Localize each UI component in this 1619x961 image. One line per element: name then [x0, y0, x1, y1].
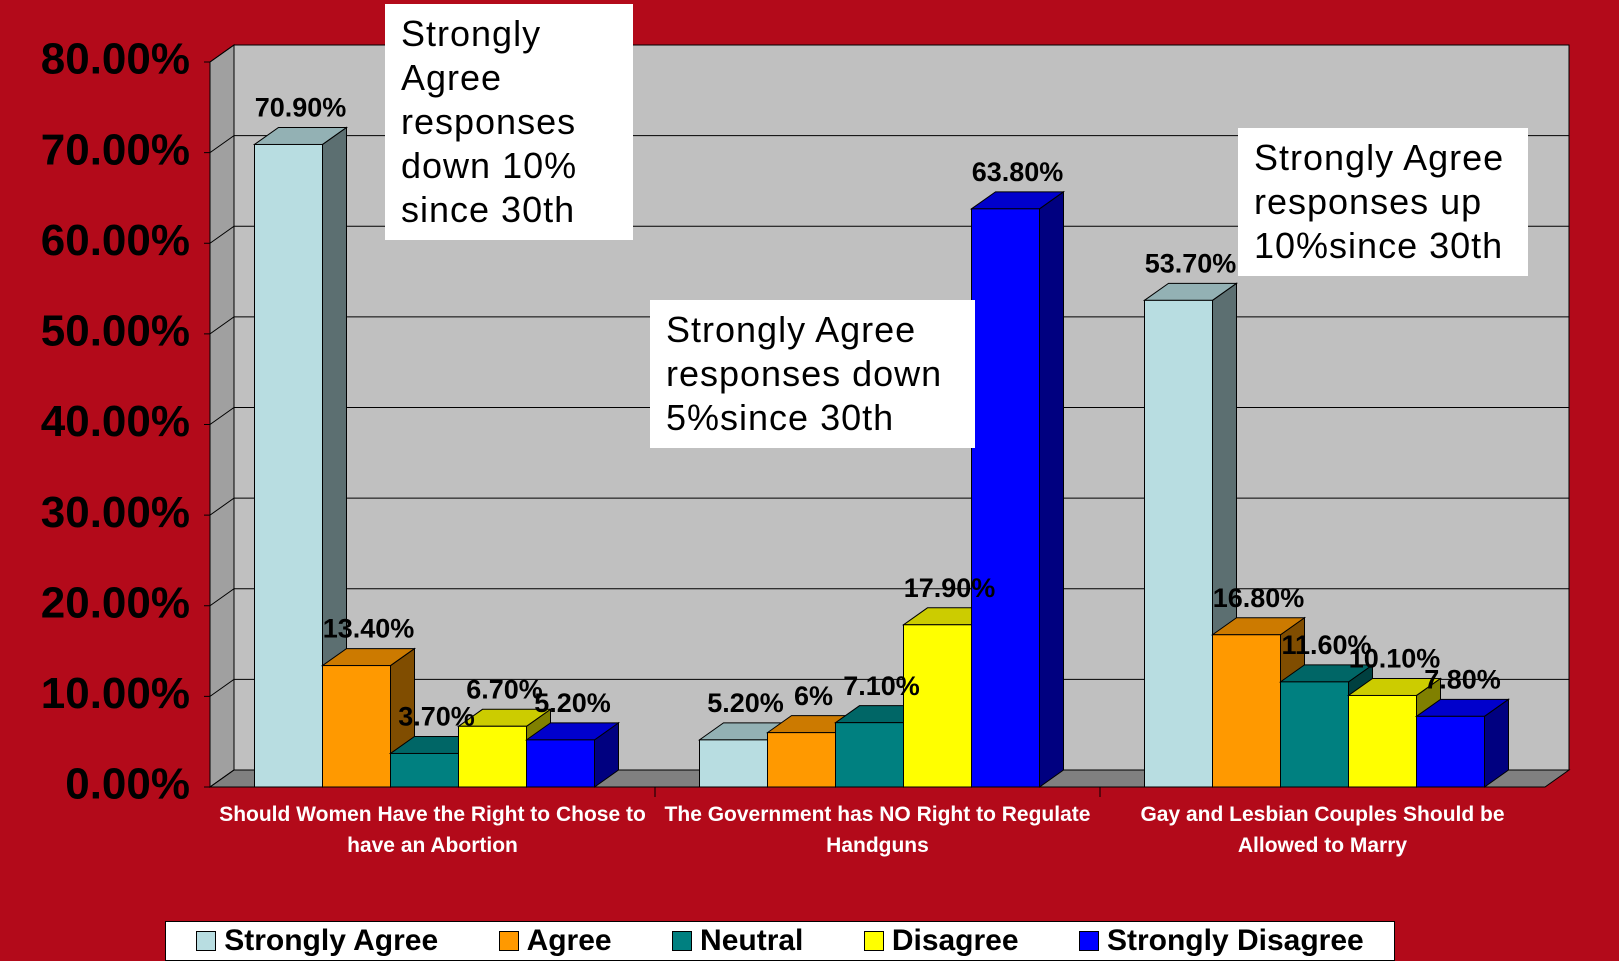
data-label: 7.80%	[1424, 664, 1501, 694]
bar	[1280, 681, 1349, 788]
bar	[458, 725, 527, 788]
grid-line	[209, 316, 1569, 335]
legend-swatch	[196, 931, 217, 951]
grid-line	[209, 135, 1569, 154]
data-label: 16.80%	[1213, 583, 1305, 613]
y-tick-label: 20.00%	[41, 578, 190, 627]
legend-label: Strongly Agree	[224, 924, 439, 957]
legend-swatch	[672, 931, 693, 951]
y-tick-label: 40.00%	[41, 397, 190, 446]
bar	[1144, 299, 1213, 788]
data-label: 3.70%	[398, 702, 475, 732]
x-tick-label: Gay and Lesbian Couples Should be Allowe…	[1140, 803, 1505, 857]
y-tick-label: 50.00%	[41, 307, 190, 356]
data-label: 11.60%	[1281, 630, 1371, 660]
bar	[767, 732, 836, 788]
bar	[903, 624, 972, 788]
bar	[835, 722, 904, 788]
legend: Strongly Agree Agree Neutral Disagree Strong…	[165, 921, 1395, 961]
bar	[390, 752, 459, 788]
data-label: 63.80%	[972, 157, 1064, 187]
bar	[699, 739, 768, 788]
data-label: 13.40%	[323, 614, 415, 644]
grid-line	[209, 44, 1569, 63]
grid-line	[209, 407, 1569, 425]
legend-label: Agree	[526, 924, 612, 957]
legend-label: Disagree	[891, 924, 1019, 957]
annotation: Strongly Agree responses up 10%since 30t…	[1238, 128, 1528, 276]
x-tick-label: The Government has NO Right to Regulate …	[664, 803, 1091, 857]
legend-swatch	[1078, 931, 1099, 951]
grid-line	[209, 588, 1569, 607]
grid-line	[209, 678, 1569, 697]
data-label: 70.90%	[255, 93, 347, 123]
grid-line	[209, 769, 1569, 788]
grid-line	[209, 225, 1569, 244]
data-label: 17.90%	[904, 573, 996, 603]
legend-swatch	[863, 931, 884, 951]
legend-item: Strongly Agree	[196, 924, 438, 958]
legend-item: Strongly Disagree	[1078, 924, 1364, 958]
y-tick-label: 80.00%	[41, 35, 190, 84]
bar	[1416, 715, 1485, 788]
legend-label: Strongly Disagree	[1106, 924, 1364, 957]
data-label: 53.70%	[1145, 248, 1237, 278]
legend-label: Neutral	[700, 924, 804, 957]
data-label: 5.20%	[534, 688, 611, 718]
annotation: Strongly Agree responses down 10% since …	[385, 4, 633, 240]
bar	[322, 665, 391, 788]
data-label: 6%	[794, 681, 833, 711]
y-tick-label: 60.00%	[41, 216, 190, 265]
y-tick-label: 10.00%	[41, 669, 190, 718]
bar	[254, 143, 323, 788]
data-label: 10.10%	[1349, 644, 1441, 674]
y-tick-label: 70.00%	[41, 125, 190, 174]
y-tick-label: 0.00%	[65, 760, 190, 809]
x-tick-label: Should Women Have the Right to Chose to …	[219, 803, 646, 857]
grid-line	[209, 497, 1569, 516]
legend-item: Neutral	[672, 924, 803, 958]
data-label: 6.70%	[466, 674, 543, 704]
legend-item: Disagree	[863, 924, 1019, 958]
bar-side	[1039, 190, 1064, 788]
data-label: 7.10%	[843, 671, 920, 701]
legend-swatch	[498, 931, 519, 951]
legend-item: Agree	[498, 924, 612, 958]
y-tick-label: 30.00%	[41, 488, 190, 537]
bar	[1348, 694, 1417, 788]
bar	[1212, 634, 1281, 788]
bar	[526, 739, 595, 788]
data-label: 5.20%	[707, 688, 784, 718]
annotation: Strongly Agree responses down 5%since 30…	[650, 300, 975, 448]
bar	[971, 208, 1040, 788]
